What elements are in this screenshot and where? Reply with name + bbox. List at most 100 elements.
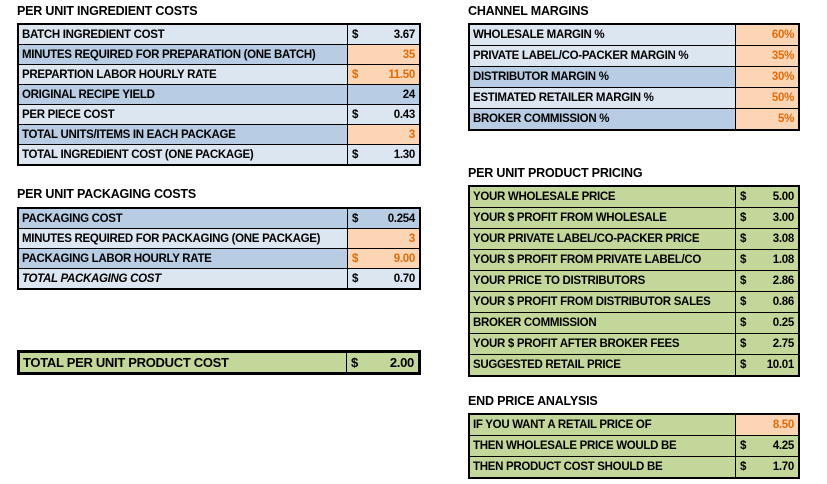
product_pricing-value-cell[interactable]: $5.00 [735, 187, 798, 207]
cell-value-text: 3.08 [772, 233, 794, 245]
channel_margins-row: WHOLESALE MARGIN % 60% [470, 25, 798, 45]
cell-value-text: 3 [408, 232, 415, 245]
cell-value-text: 4.25 [772, 440, 794, 452]
cell-value-text: 0.254 [387, 212, 416, 225]
channel_margins-row: PRIVATE LABEL/CO-PACKER MARGIN % 35% [470, 45, 798, 66]
cell-value-text: 3 [408, 128, 415, 141]
ingredient_costs-label-cell[interactable]: PREPARTION LABOR HOURLY RATE [19, 65, 347, 84]
product_pricing-value-cell[interactable]: $10.01 [735, 355, 798, 375]
ingredient_costs-row: MINUTES REQUIRED FOR PREPARATION (ONE BA… [19, 44, 419, 64]
product_pricing-row: BROKER COMMISSION $0.25 [470, 312, 798, 333]
ingredient_costs-label-cell[interactable]: TOTAL UNITS/ITEMS IN EACH PACKAGE [19, 125, 347, 144]
product_pricing-value-cell[interactable]: $0.25 [735, 313, 798, 333]
channel_margins-input-cell[interactable]: 30% [735, 67, 798, 87]
ingredient_costs-input-cell[interactable]: $11.50 [347, 65, 419, 84]
packaging_costs-label-cell[interactable]: MINUTES REQUIRED FOR PACKAGING (ONE PACK… [19, 229, 347, 248]
currency-symbol: $ [740, 440, 747, 452]
ingredient_costs-row: TOTAL INGREDIENT COST (ONE PACKAGE) $1.30 [19, 144, 419, 164]
product_pricing-label-cell[interactable]: YOUR WHOLESALE PRICE [470, 187, 735, 207]
ingredient_costs-value-cell[interactable]: $1.30 [347, 145, 419, 164]
product_pricing-label-cell[interactable]: SUGGESTED RETAIL PRICE [470, 355, 735, 375]
ingredient_costs-row: PER PIECE COST $0.43 [19, 104, 419, 124]
end_price_analysis-row: THEN WHOLESALE PRICE WOULD BE $4.25 [470, 435, 798, 456]
cell-value-text: 35 [402, 48, 416, 61]
packaging_costs-input-cell[interactable]: 3 [347, 229, 419, 248]
cell-value-text: 0.43 [393, 108, 415, 121]
cell-value-text: 1.30 [393, 148, 415, 161]
currency-symbol: $ [740, 461, 747, 473]
ingredient_costs-value-cell[interactable]: $0.43 [347, 105, 419, 124]
product_pricing-value-cell[interactable]: $2.86 [735, 271, 798, 291]
total_cost-value-cell[interactable]: $2.00 [346, 353, 418, 372]
packaging-costs-title: PER UNIT PACKAGING COSTS [17, 187, 197, 201]
product_pricing-value-cell[interactable]: $0.86 [735, 292, 798, 312]
packaging_costs-label-cell[interactable]: TOTAL PACKAGING COST [19, 269, 347, 288]
product_pricing-row: YOUR $ PROFIT AFTER BROKER FEES $2.75 [470, 333, 798, 354]
packaging_costs-value-cell[interactable]: $0.254 [347, 209, 419, 228]
product_pricing-value-cell[interactable]: $2.75 [735, 334, 798, 354]
channel_margins-input-cell[interactable]: 60% [735, 25, 798, 45]
product_pricing-value-cell[interactable]: $3.08 [735, 229, 798, 249]
ingredient_costs-input-cell[interactable]: 35 [347, 45, 419, 64]
end_price_analysis-input-cell[interactable]: 8.50 [735, 415, 798, 435]
packaging_costs-input-cell[interactable]: $9.00 [347, 249, 419, 268]
channel_margins-input-cell[interactable]: 50% [735, 88, 798, 108]
channel_margins-label-cell[interactable]: ESTIMATED RETAILER MARGIN % [470, 88, 735, 108]
currency-symbol: $ [352, 28, 359, 41]
channel_margins-label-cell[interactable]: PRIVATE LABEL/CO-PACKER MARGIN % [470, 46, 735, 66]
channel_margins-input-cell[interactable]: 35% [735, 46, 798, 66]
cell-value-text: 50% [771, 92, 794, 104]
product-pricing-table: YOUR WHOLESALE PRICE $5.00 YOUR $ PROFIT F… [468, 185, 800, 377]
ingredient-costs-table: BATCH INGREDIENT COST $3.67 MINUTES REQUIR… [17, 23, 421, 166]
channel_margins-label-cell[interactable]: BROKER COMMISSION % [470, 109, 735, 129]
product_pricing-label-cell[interactable]: YOUR PRIVATE LABEL/CO-PACKER PRICE [470, 229, 735, 249]
packaging_costs-label-cell[interactable]: PACKAGING LABOR HOURLY RATE [19, 249, 347, 268]
ingredient_costs-label-cell[interactable]: ORIGINAL RECIPE YIELD [19, 85, 347, 104]
ingredient_costs-value-cell[interactable]: 24 [347, 85, 419, 104]
product_pricing-label-cell[interactable]: YOUR $ PROFIT FROM PRIVATE LABEL/CO [470, 250, 735, 270]
total-product-cost-table: TOTAL PER UNIT PRODUCT COST $2.00 [17, 350, 421, 375]
cell-value-text: 5% [777, 113, 794, 125]
ingredient_costs-label-cell[interactable]: PER PIECE COST [19, 105, 347, 124]
channel_margins-input-cell[interactable]: 5% [735, 109, 798, 129]
product_pricing-label-cell[interactable]: YOUR $ PROFIT AFTER BROKER FEES [470, 334, 735, 354]
product_pricing-label-cell[interactable]: BROKER COMMISSION [470, 313, 735, 333]
currency-symbol: $ [740, 191, 747, 203]
currency-symbol: $ [352, 108, 359, 121]
end_price_analysis-label-cell[interactable]: THEN PRODUCT COST SHOULD BE [470, 457, 735, 477]
currency-symbol: $ [740, 275, 747, 287]
cell-value-text: 2.86 [772, 275, 794, 287]
product_pricing-label-cell[interactable]: YOUR PRICE TO DISTRIBUTORS [470, 271, 735, 291]
channel_margins-label-cell[interactable]: DISTRIBUTOR MARGIN % [470, 67, 735, 87]
cell-value-text: 0.70 [393, 272, 415, 285]
currency-symbol: $ [352, 212, 359, 225]
channel_margins-label-cell[interactable]: WHOLESALE MARGIN % [470, 25, 735, 45]
cell-value-text: 3.67 [393, 28, 415, 41]
end_price_analysis-value-cell[interactable]: $4.25 [735, 436, 798, 456]
cell-value-text: 1.08 [772, 254, 794, 266]
currency-symbol: $ [740, 317, 747, 329]
product_pricing-label-cell[interactable]: YOUR $ PROFIT FROM WHOLESALE [470, 208, 735, 228]
ingredient_costs-label-cell[interactable]: MINUTES REQUIRED FOR PREPARATION (ONE BA… [19, 45, 347, 64]
packaging_costs-value-cell[interactable]: $0.70 [347, 269, 419, 288]
end_price_analysis-value-cell[interactable]: $1.70 [735, 457, 798, 477]
ingredient_costs-value-cell[interactable]: $3.67 [347, 25, 419, 44]
cell-value-text: 10.01 [766, 359, 795, 371]
ingredient_costs-row: ORIGINAL RECIPE YIELD 24 [19, 84, 419, 104]
total_cost-label-cell[interactable]: TOTAL PER UNIT PRODUCT COST [20, 353, 346, 372]
currency-symbol: $ [351, 355, 358, 370]
end_price_analysis-label-cell[interactable]: IF YOU WANT A RETAIL PRICE OF [470, 415, 735, 435]
cell-value-text: 60% [771, 29, 794, 41]
packaging_costs-label-cell[interactable]: PACKAGING COST [19, 209, 347, 228]
product_pricing-value-cell[interactable]: $3.00 [735, 208, 798, 228]
product_pricing-label-cell[interactable]: YOUR $ PROFIT FROM DISTRIBUTOR SALES [470, 292, 735, 312]
end_price_analysis-label-cell[interactable]: THEN WHOLESALE PRICE WOULD BE [470, 436, 735, 456]
ingredient_costs-label-cell[interactable]: TOTAL INGREDIENT COST (ONE PACKAGE) [19, 145, 347, 164]
product_pricing-value-cell[interactable]: $1.08 [735, 250, 798, 270]
cell-value-text: 3.00 [772, 212, 794, 224]
cell-value-text: 30% [771, 71, 794, 83]
end_price_analysis-row: IF YOU WANT A RETAIL PRICE OF 8.50 [470, 415, 798, 435]
ingredient_costs-label-cell[interactable]: BATCH INGREDIENT COST [19, 25, 347, 44]
ingredient_costs-input-cell[interactable]: 3 [347, 125, 419, 144]
currency-symbol: $ [740, 338, 747, 350]
